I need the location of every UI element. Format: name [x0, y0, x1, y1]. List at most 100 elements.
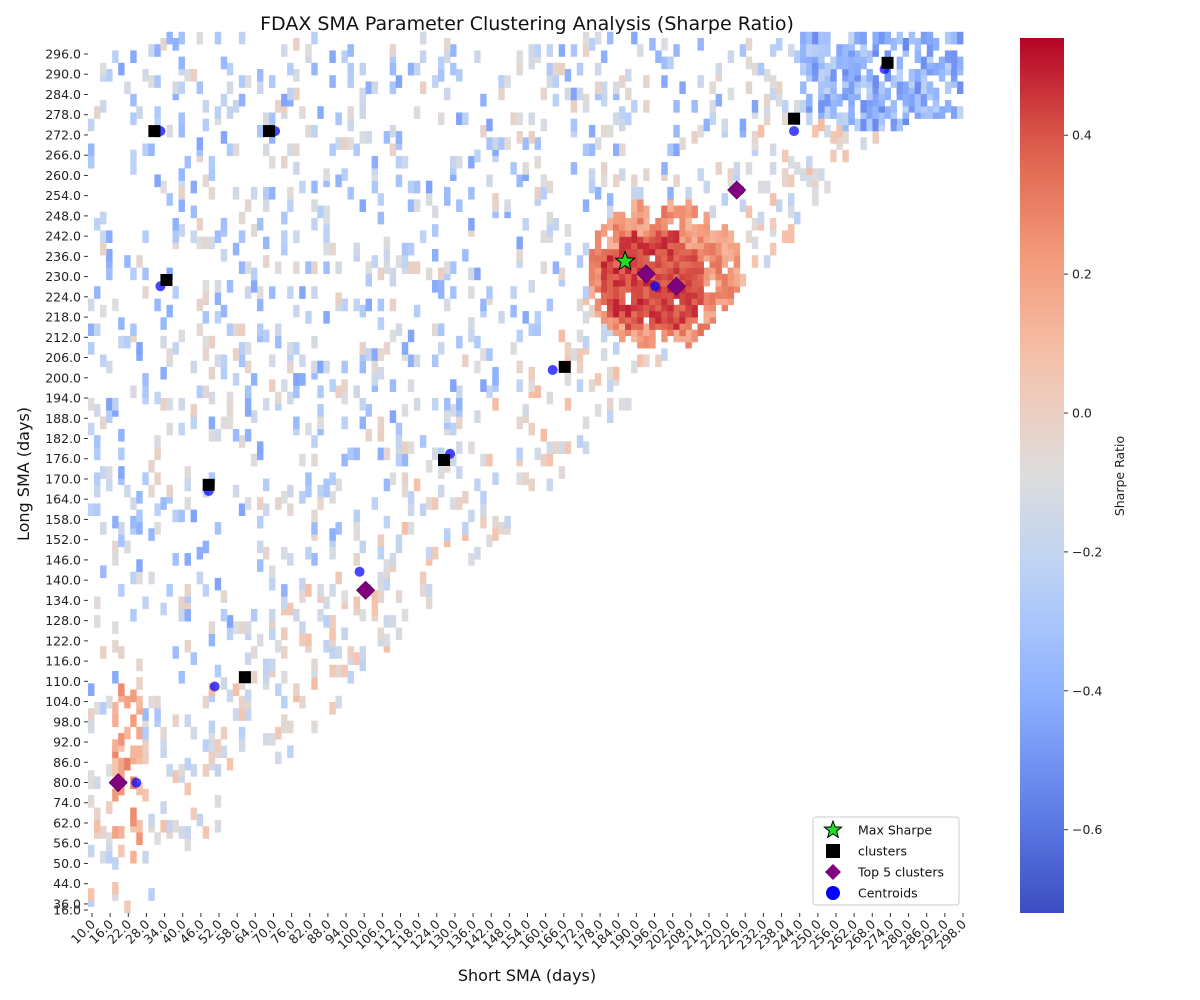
heatmap-cell [606, 317, 614, 330]
heatmap-cell [88, 422, 95, 436]
heatmap-cell [160, 366, 167, 380]
heatmap-cell [287, 143, 294, 157]
heatmap-cell [788, 205, 795, 219]
heatmap-cell [136, 819, 143, 833]
heatmap-cell [673, 143, 680, 157]
heatmap-cell [329, 472, 336, 486]
heatmap-cell [739, 273, 747, 287]
heatmap-cell [920, 93, 928, 107]
heatmap-cell [365, 131, 373, 144]
heatmap-cell [281, 93, 288, 107]
heatmap-cell [220, 304, 228, 318]
heatmap-cell [317, 484, 324, 498]
heatmap-cell [794, 50, 801, 64]
heatmap-cell [160, 317, 167, 330]
heatmap-cell [570, 348, 578, 361]
cluster-marker [881, 56, 894, 69]
y-tick-label: 176.0 [45, 451, 81, 466]
heatmap-cell [564, 224, 572, 237]
heatmap-cell [709, 100, 716, 113]
heatmap-cell [263, 143, 270, 157]
heatmap-cell [106, 478, 113, 492]
heatmap-cell [389, 379, 397, 392]
heatmap-cell [112, 757, 119, 771]
heatmap-cell [419, 503, 427, 517]
heatmap-cell [202, 584, 210, 597]
heatmap-cell [956, 31, 964, 45]
centroid-marker [209, 681, 220, 692]
heatmap-cell [323, 168, 330, 181]
heatmap-cell [546, 391, 554, 405]
heatmap-cell [154, 174, 161, 188]
heatmap-cell [202, 311, 210, 324]
heatmap-cell [190, 230, 198, 243]
heatmap-cell [100, 646, 107, 659]
heatmap-cell [88, 708, 95, 721]
y-tick-label: 44.0 [53, 876, 81, 891]
heatmap-cell [661, 38, 668, 51]
heatmap-cell [136, 509, 143, 523]
heatmap-cell [100, 850, 107, 864]
heatmap-cell [431, 205, 439, 219]
heatmap-cell [516, 50, 523, 64]
heatmap-cell [118, 62, 125, 76]
y-tick-label: 122.0 [45, 633, 81, 648]
heatmap-cell [938, 106, 946, 119]
heatmap-cell [305, 261, 312, 275]
heatmap-cell [148, 813, 155, 827]
heatmap-cell [788, 44, 795, 57]
heatmap-cell [588, 124, 596, 138]
heatmap-cell [353, 143, 360, 157]
heatmap-cell [238, 726, 246, 740]
heatmap-cell [383, 633, 391, 647]
heatmap-cell [160, 180, 167, 194]
heatmap-cell [377, 317, 385, 330]
heatmap-cell [637, 354, 644, 368]
heatmap-cell [263, 397, 270, 411]
heatmap-cell [757, 180, 765, 194]
heatmap-cell [136, 491, 143, 504]
heatmap-cell [287, 342, 294, 355]
heatmap-cell [860, 118, 867, 132]
heatmap-cell [244, 708, 252, 721]
heatmap-cell [498, 311, 505, 324]
heatmap-cell [202, 540, 210, 554]
heatmap-cell [112, 621, 119, 634]
heatmap-cell [546, 478, 554, 492]
heatmap-cell [824, 180, 831, 194]
heatmap-cell [377, 590, 385, 603]
heatmap-cell [715, 62, 723, 76]
heatmap-cell [130, 714, 137, 728]
heatmap-cell [890, 38, 898, 51]
centroid-marker [354, 566, 365, 577]
heatmap-cell [540, 428, 548, 442]
heatmap-cell [570, 118, 578, 132]
heatmap-cell [619, 168, 626, 181]
heatmap-cell [938, 69, 946, 82]
heatmap-cell [347, 75, 354, 88]
heatmap-cell [600, 224, 608, 237]
heatmap-cell [299, 621, 306, 634]
heatmap-cell [679, 292, 686, 306]
heatmap-cell [721, 255, 729, 268]
heatmap-cell [311, 677, 318, 690]
heatmap-cell [594, 186, 602, 200]
heatmap-cell [444, 459, 451, 473]
heatmap-cell [667, 143, 674, 157]
heatmap-cell [196, 81, 204, 95]
heatmap-cell [872, 131, 879, 144]
heatmap-cell [516, 248, 523, 262]
heatmap-cell [468, 317, 475, 330]
heatmap-cell [480, 515, 487, 529]
heatmap-cell [232, 242, 240, 256]
heatmap-cell [190, 764, 198, 777]
heatmap-cell [480, 503, 487, 517]
heatmap-cell [606, 193, 614, 206]
heatmap-cell [751, 131, 759, 144]
heatmap-cell [528, 478, 535, 492]
heatmap-cell [528, 422, 535, 436]
heatmap-cell [631, 217, 638, 231]
heatmap-cell [643, 242, 650, 256]
heatmap-cell [528, 280, 535, 293]
heatmap-cell [184, 757, 191, 771]
